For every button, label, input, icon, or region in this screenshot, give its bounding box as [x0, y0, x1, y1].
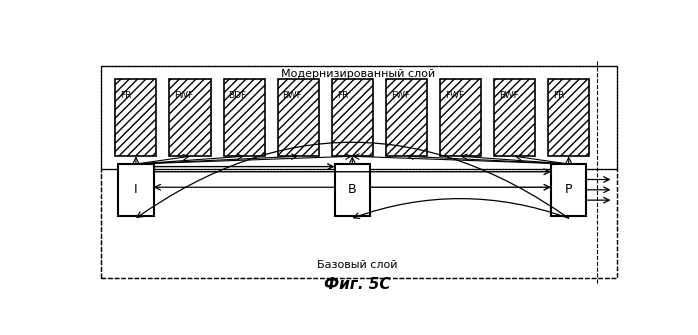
Bar [101, 66, 618, 169]
Text: FWF: FWF [174, 91, 193, 100]
Bar [223, 79, 265, 156]
Bar [170, 79, 211, 156]
Text: BDF: BDF [228, 91, 246, 100]
Text: FR: FR [336, 91, 348, 100]
Text: FR: FR [553, 91, 565, 100]
Text: FWF: FWF [445, 91, 464, 100]
Bar [548, 79, 589, 156]
Text: BWF: BWF [499, 91, 519, 100]
Text: BWF: BWF [283, 91, 302, 100]
Bar [494, 79, 535, 156]
Bar [335, 164, 370, 216]
Bar [332, 79, 373, 156]
Text: Модернизированный слой: Модернизированный слой [281, 69, 435, 79]
Text: Базовый слой: Базовый слой [318, 260, 398, 270]
Text: Фиг. 5C: Фиг. 5C [325, 277, 391, 292]
Bar [440, 79, 481, 156]
Bar [101, 66, 618, 277]
Text: FR: FR [120, 91, 132, 100]
Bar [115, 79, 156, 156]
Text: B: B [348, 183, 357, 196]
Text: I: I [134, 183, 138, 196]
Bar [551, 164, 586, 216]
Bar [101, 169, 618, 277]
Bar [119, 164, 154, 216]
Text: FWF: FWF [391, 91, 410, 100]
Bar [386, 79, 427, 156]
Text: P: P [565, 183, 572, 196]
Bar [278, 79, 319, 156]
